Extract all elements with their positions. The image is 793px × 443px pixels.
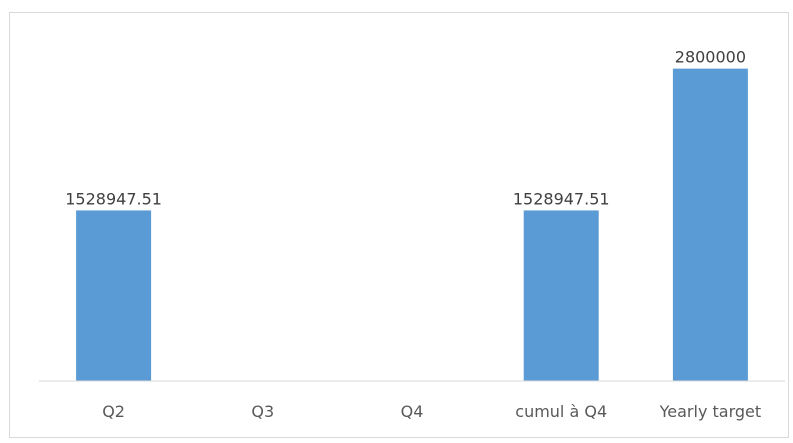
x-tick-labels: Q2 Q3 Q4 cumul à Q4 Yearly target <box>102 402 761 421</box>
bar-4 <box>672 68 748 381</box>
data-labels: 1528947.51 1528947.51 2800000 <box>65 48 746 209</box>
bar-3 <box>523 210 599 381</box>
x-tick-label-0: Q2 <box>102 402 125 421</box>
bar-0 <box>76 210 152 381</box>
data-label-0: 1528947.51 <box>65 189 162 208</box>
x-tick-label-3: cumul à Q4 <box>515 402 607 421</box>
x-tick-label-1: Q3 <box>251 402 274 421</box>
data-label-4: 2800000 <box>675 48 746 67</box>
x-tick-label-4: Yearly target <box>659 402 762 421</box>
x-tick-label-2: Q4 <box>401 402 424 421</box>
bars-group <box>76 68 748 381</box>
data-label-3: 1528947.51 <box>513 189 610 208</box>
